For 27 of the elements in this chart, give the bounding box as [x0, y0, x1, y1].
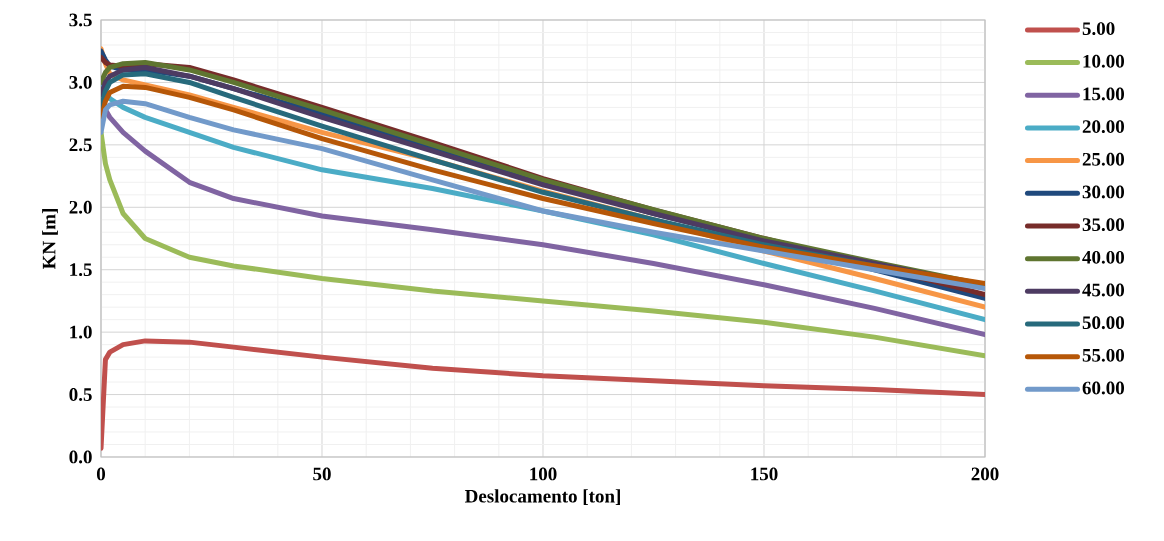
legend-label: 35.00: [1082, 218, 1125, 232]
y-tick-label: 2.5: [69, 138, 92, 152]
y-tick-label: 1.0: [70, 325, 92, 339]
x-tick-label: 200: [971, 467, 999, 481]
y-tick-label: 2.0: [69, 200, 92, 214]
y-tick-label: 3.5: [69, 13, 92, 27]
legend-label: 30.00: [1082, 185, 1125, 199]
y-tick-label: 0.5: [69, 388, 92, 402]
x-axis-title: Deslocamento [ton]: [464, 489, 620, 505]
legend-label: 10.00: [1083, 54, 1125, 68]
legend-label: 5.00: [1082, 22, 1115, 36]
x-tick-label: 100: [530, 467, 557, 481]
legend-label: 50.00: [1082, 316, 1125, 330]
y-tick-label: 3.0: [69, 75, 92, 89]
legend-label: 45.00: [1082, 283, 1125, 297]
x-tick-label: 50: [313, 467, 331, 481]
legend-label: 55.00: [1082, 348, 1125, 362]
legend-label: 15.00: [1083, 87, 1125, 101]
legend-label: 20.00: [1082, 120, 1125, 134]
legend-label: 40.00: [1082, 250, 1125, 264]
y-tick-label: 1.5: [70, 263, 92, 277]
y-axis-title: KN [m]: [42, 209, 58, 270]
legend-label: 60.00: [1082, 381, 1125, 395]
y-tick-label: 0.0: [69, 450, 92, 464]
x-tick-label: 0: [96, 467, 106, 481]
legend-label: 25.00: [1082, 152, 1125, 166]
x-tick-label: 150: [751, 467, 778, 481]
